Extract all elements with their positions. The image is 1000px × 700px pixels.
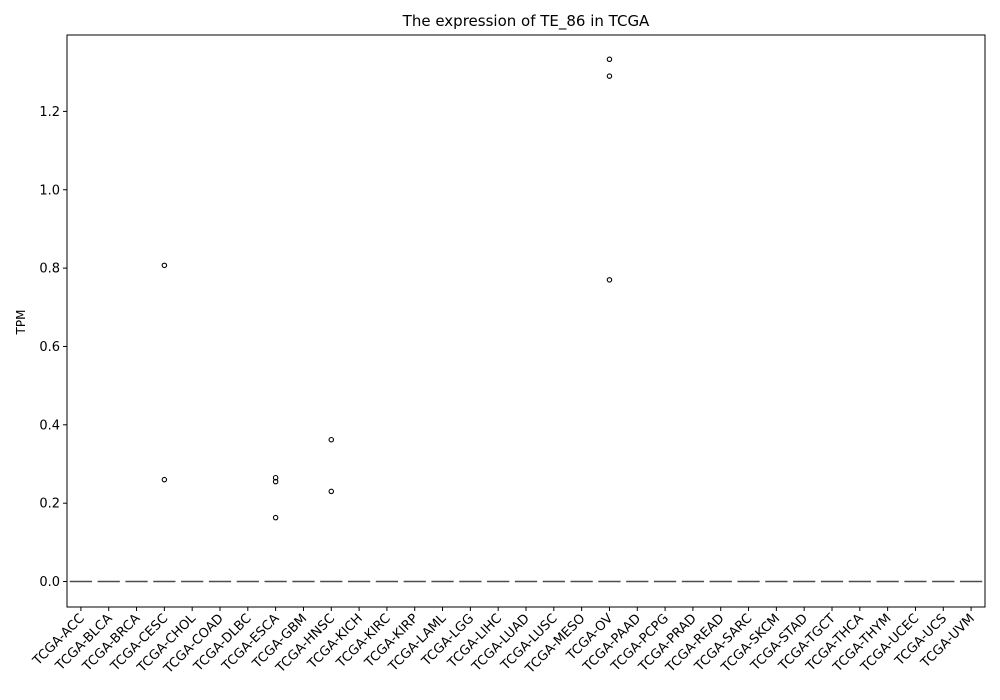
outlier-point [606, 73, 613, 79]
y-axis: 0.0 0.2 0.4 0.6 0.8 1.0 1.2 [39, 105, 67, 590]
chart-title: The expression of TE_86 in TCGA [402, 12, 650, 31]
y-tick-label: 0.4 [39, 418, 60, 433]
y-axis-label: TPM [14, 310, 28, 336]
y-tick-label: 0.8 [39, 262, 60, 277]
outlier-point [272, 514, 279, 521]
outlier-point [606, 56, 613, 63]
plot-area [69, 56, 983, 583]
y-tick-label: 1.0 [39, 183, 60, 198]
y-tick-label: 0.6 [39, 340, 60, 355]
outlier-point [328, 488, 335, 495]
y-tick-label: 0.2 [39, 497, 60, 512]
outlier-point [272, 478, 279, 485]
x-axis: TCGA-ACCTCGA-BLCATCGA-BRCATCGA-CESCTCGA-… [30, 607, 978, 677]
outlier-point [161, 476, 168, 483]
outlier-point [328, 436, 335, 443]
outlier-point [606, 277, 613, 283]
plot-frame [66, 34, 986, 608]
y-tick-label: 1.2 [39, 105, 60, 120]
y-tick-label: 0.0 [39, 575, 60, 590]
outlier-point [161, 262, 168, 269]
